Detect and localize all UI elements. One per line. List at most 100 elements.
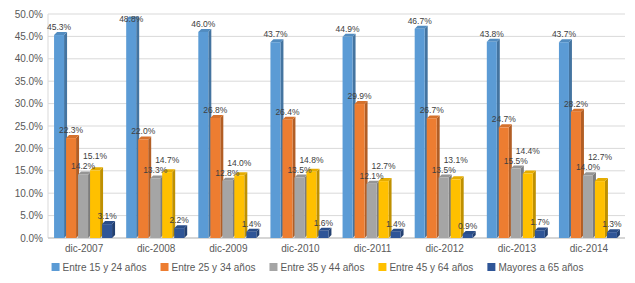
bar-top	[270, 39, 283, 42]
bar	[162, 172, 172, 238]
bar	[499, 127, 509, 238]
bar-top	[451, 176, 464, 179]
data-label: 14.7%	[155, 155, 180, 165]
bar-top	[294, 175, 307, 178]
category-label: dic-2009	[209, 243, 248, 254]
legend-item: Entre 15 y 24 años	[52, 262, 147, 273]
bar	[571, 112, 581, 238]
bar-top	[463, 231, 476, 234]
bar-top	[210, 115, 223, 118]
bar-top	[343, 34, 356, 37]
bar-top	[439, 175, 452, 178]
bar-top	[102, 221, 115, 224]
data-label: 14.0%	[576, 162, 601, 172]
category-label: dic-2011	[354, 243, 392, 254]
bar	[306, 172, 316, 238]
bar-top	[66, 135, 79, 138]
bar	[174, 228, 184, 238]
category-label: dic-2007	[65, 243, 104, 254]
bar-top	[174, 225, 187, 228]
y-axis-line	[48, 14, 49, 238]
data-label: 28.2%	[564, 99, 589, 109]
category-label: dic-2012	[426, 243, 465, 254]
bar	[523, 173, 533, 238]
bar	[487, 42, 497, 238]
y-axis: 0.0%5.0%10.0%15.0%20.0%25.0%30.0%35.0%40…	[15, 9, 625, 244]
bar-top	[355, 101, 368, 104]
bar-top	[391, 229, 404, 232]
data-labels: 45.3%22.3%14.2%15.1%3.1%48.8%22.0%13.3%1…	[47, 14, 622, 231]
bar-top	[571, 109, 584, 112]
bar	[318, 231, 328, 238]
data-label: 43.7%	[552, 29, 577, 39]
tick-label: 50.0%	[15, 9, 43, 20]
tick-label: 20.0%	[15, 143, 43, 154]
bar	[511, 169, 521, 238]
bar-top	[415, 26, 428, 29]
bar	[222, 181, 232, 238]
data-label: 13.5%	[432, 165, 457, 175]
data-label: 14.8%	[299, 155, 324, 165]
bar-top	[535, 227, 548, 230]
bar-top	[282, 117, 295, 120]
tick-label: 25.0%	[15, 121, 43, 132]
background	[0, 0, 635, 283]
data-label: 48.8%	[119, 14, 144, 24]
bar-top	[367, 181, 380, 184]
data-label: 43.8%	[480, 29, 505, 39]
bar-side	[533, 170, 536, 238]
bar	[415, 29, 425, 238]
bar	[198, 32, 208, 238]
tick-label: 30.0%	[15, 98, 43, 109]
data-label: 29.9%	[348, 91, 373, 101]
bar-side	[389, 178, 392, 238]
bar	[246, 232, 256, 238]
bar	[270, 42, 280, 238]
legend: Entre 15 y 24 añosEntre 25 y 34 añosEntr…	[52, 262, 584, 273]
legend-label: Entre 15 y 24 años	[63, 262, 147, 273]
bar-top	[583, 172, 596, 175]
data-label: 45.3%	[47, 22, 72, 32]
bar	[559, 42, 569, 238]
data-label: 14.0%	[227, 158, 252, 168]
category-label: dic-2008	[137, 243, 176, 254]
data-label: 26.7%	[420, 105, 445, 115]
data-label: 12.7%	[588, 152, 613, 162]
data-label: 3.1%	[97, 211, 117, 221]
legend-label: Mayores a 65 años	[498, 262, 583, 273]
bar-top	[511, 166, 524, 169]
legend-swatch	[161, 263, 169, 271]
data-label: 14.4%	[516, 146, 541, 156]
data-label: 13.5%	[287, 165, 312, 175]
bar	[379, 181, 389, 238]
data-label: 43.7%	[263, 29, 288, 39]
legend-swatch	[269, 263, 277, 271]
bar	[102, 224, 112, 238]
legend-label: Entre 35 y 44 años	[280, 262, 364, 273]
data-label: 1.7%	[530, 217, 550, 227]
legend-item: Mayores a 65 años	[487, 262, 583, 273]
bar	[439, 178, 449, 238]
data-label: 13.1%	[444, 155, 469, 165]
data-label: 22.0%	[131, 126, 156, 136]
data-label: 26.8%	[203, 105, 228, 115]
data-label: 12.8%	[215, 168, 240, 178]
bar	[66, 138, 76, 238]
bar-top	[198, 29, 211, 32]
tick-label: 45.0%	[15, 31, 43, 42]
bar-top	[607, 229, 620, 232]
data-label: 15.5%	[504, 156, 529, 166]
bar	[138, 139, 148, 238]
bar	[90, 170, 100, 238]
tick-label: 0.0%	[20, 233, 43, 244]
legend-swatch	[487, 263, 495, 271]
data-label: 15.1%	[83, 151, 108, 161]
data-label: 13.3%	[143, 165, 168, 175]
data-label: 44.9%	[336, 24, 361, 34]
bar-top	[54, 32, 67, 35]
bar-top	[523, 170, 536, 173]
data-label: 26.4%	[275, 107, 300, 117]
bar	[367, 184, 377, 238]
data-label: 12.7%	[372, 161, 397, 171]
tick-label: 15.0%	[15, 165, 43, 176]
